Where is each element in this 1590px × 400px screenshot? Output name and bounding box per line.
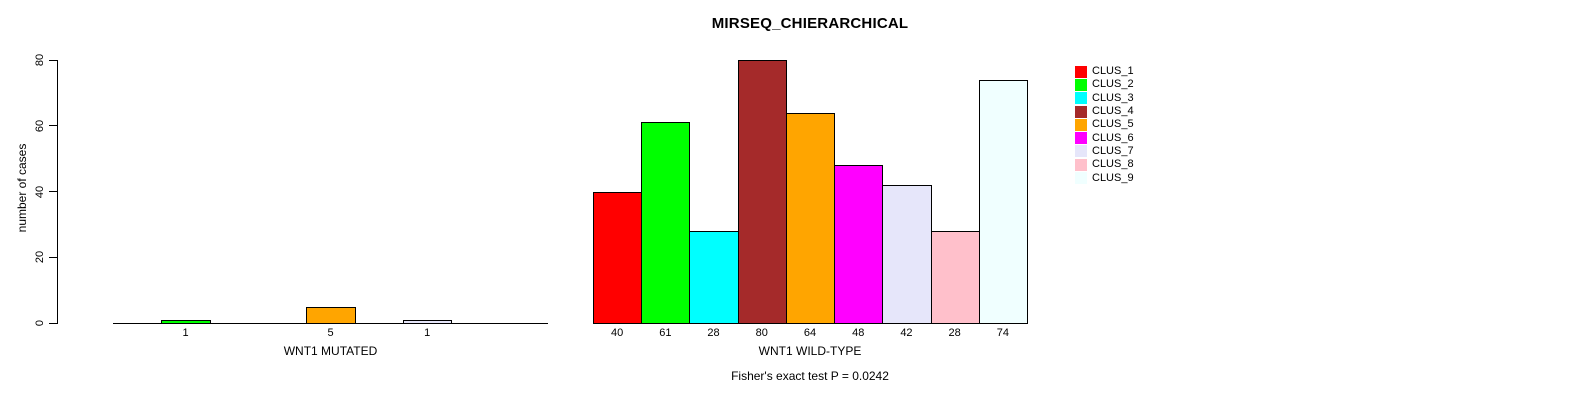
bar-value-label: 74 <box>996 327 1009 339</box>
legend-swatch-clus_5 <box>1075 118 1087 131</box>
bar-value-labels-wild-type: 40 61 28 80 64 48 42 28 74 <box>593 327 1027 340</box>
bar-value-label: 48 <box>852 327 865 339</box>
bar-value-label: 64 <box>803 327 817 339</box>
legend-item: CLUS_5 <box>1075 118 1134 131</box>
legend-label: CLUS_6 <box>1092 131 1134 144</box>
panel-wnt1-wild-type <box>593 60 1028 324</box>
y-tick-label: 20 <box>34 251 46 264</box>
x-axis-label-wild-type: WNT1 WILD-TYPE <box>758 344 862 358</box>
y-tick-mark <box>49 322 58 324</box>
y-tick-label: 40 <box>34 185 46 198</box>
legend-swatch-clus_4 <box>1075 105 1087 118</box>
legend-label: CLUS_5 <box>1092 118 1134 131</box>
legend-swatch-clus_1 <box>1075 65 1087 78</box>
bar-value-label: 61 <box>659 327 672 339</box>
legend-item: CLUS_6 <box>1075 131 1134 145</box>
legend-item: CLUS_3 <box>1075 92 1134 105</box>
bar-value-labels-mutated: 1 5 1 <box>113 327 548 340</box>
bar-clus_4 <box>737 60 787 324</box>
legend-item: CLUS_4 <box>1075 105 1134 118</box>
bar-value-label: 28 <box>707 327 720 339</box>
legend-item: CLUS_7 <box>1075 145 1134 158</box>
legend-swatch-clus_8 <box>1075 158 1087 171</box>
legend-item: CLUS_2 <box>1075 78 1134 91</box>
legend-label: CLUS_9 <box>1092 171 1134 184</box>
legend-label: CLUS_4 <box>1092 105 1134 118</box>
legend-item: CLUS_9 <box>1075 171 1134 185</box>
legend-swatch-clus_6 <box>1075 132 1087 145</box>
bar-clus_9 <box>978 79 1028 324</box>
bar-value-label: 80 <box>755 327 768 339</box>
y-tick-mark <box>49 256 58 258</box>
bar-clus_7 <box>403 319 453 324</box>
panel-wnt1-mutated <box>113 60 548 324</box>
y-tick-label: 80 <box>34 53 46 67</box>
bar-clus_8 <box>930 230 980 324</box>
bar-clus_5 <box>785 112 836 324</box>
legend-swatch-clus_7 <box>1075 145 1087 158</box>
bar-clus_6 <box>834 165 884 324</box>
bar-clus_5 <box>306 306 356 324</box>
legend-label: CLUS_7 <box>1092 144 1134 157</box>
bar-clus_3 <box>689 230 739 324</box>
legend-label: CLUS_1 <box>1092 65 1134 78</box>
bar-value-label: 1 <box>424 327 431 339</box>
y-tick-label: 0 <box>34 319 46 327</box>
legend-item: CLUS_8 <box>1075 158 1134 171</box>
bar-value-label: 40 <box>610 327 624 339</box>
legend: CLUS_1 CLUS_2 CLUS_3 CLUS_4 CLUS_5 CLUS_6 CLUS… <box>1075 65 1134 185</box>
fisher-test-annotation: Fisher's exact test P = 0.0242 <box>731 369 889 383</box>
y-tick-mark <box>49 191 58 192</box>
bar-value-label: 1 <box>182 327 189 339</box>
legend-label: CLUS_8 <box>1092 158 1134 171</box>
y-tick-mark <box>49 125 58 127</box>
chart-title: MIRSEQ_CHIERARCHICAL <box>711 15 909 32</box>
bar-value-label: 42 <box>900 327 913 339</box>
bar-clus_2 <box>641 122 691 324</box>
bar-clus_1 <box>593 191 643 324</box>
bar-clus_2 <box>161 319 211 324</box>
x-axis-label-mutated: WNT1 MUTATED <box>283 344 378 358</box>
legend-label: CLUS_3 <box>1092 91 1134 104</box>
y-tick-mark <box>49 59 58 61</box>
legend-item: CLUS_1 <box>1075 65 1134 78</box>
bar-value-label: 28 <box>948 327 961 339</box>
legend-swatch-clus_3 <box>1075 92 1087 105</box>
bar-clus_7 <box>882 184 932 324</box>
bar-value-label: 5 <box>327 327 334 339</box>
legend-swatch-clus_9 <box>1075 172 1087 185</box>
legend-swatch-clus_2 <box>1075 78 1087 91</box>
y-axis-title: number of cases <box>15 143 29 233</box>
legend-label: CLUS_2 <box>1092 78 1134 91</box>
y-tick-label: 60 <box>34 119 46 132</box>
